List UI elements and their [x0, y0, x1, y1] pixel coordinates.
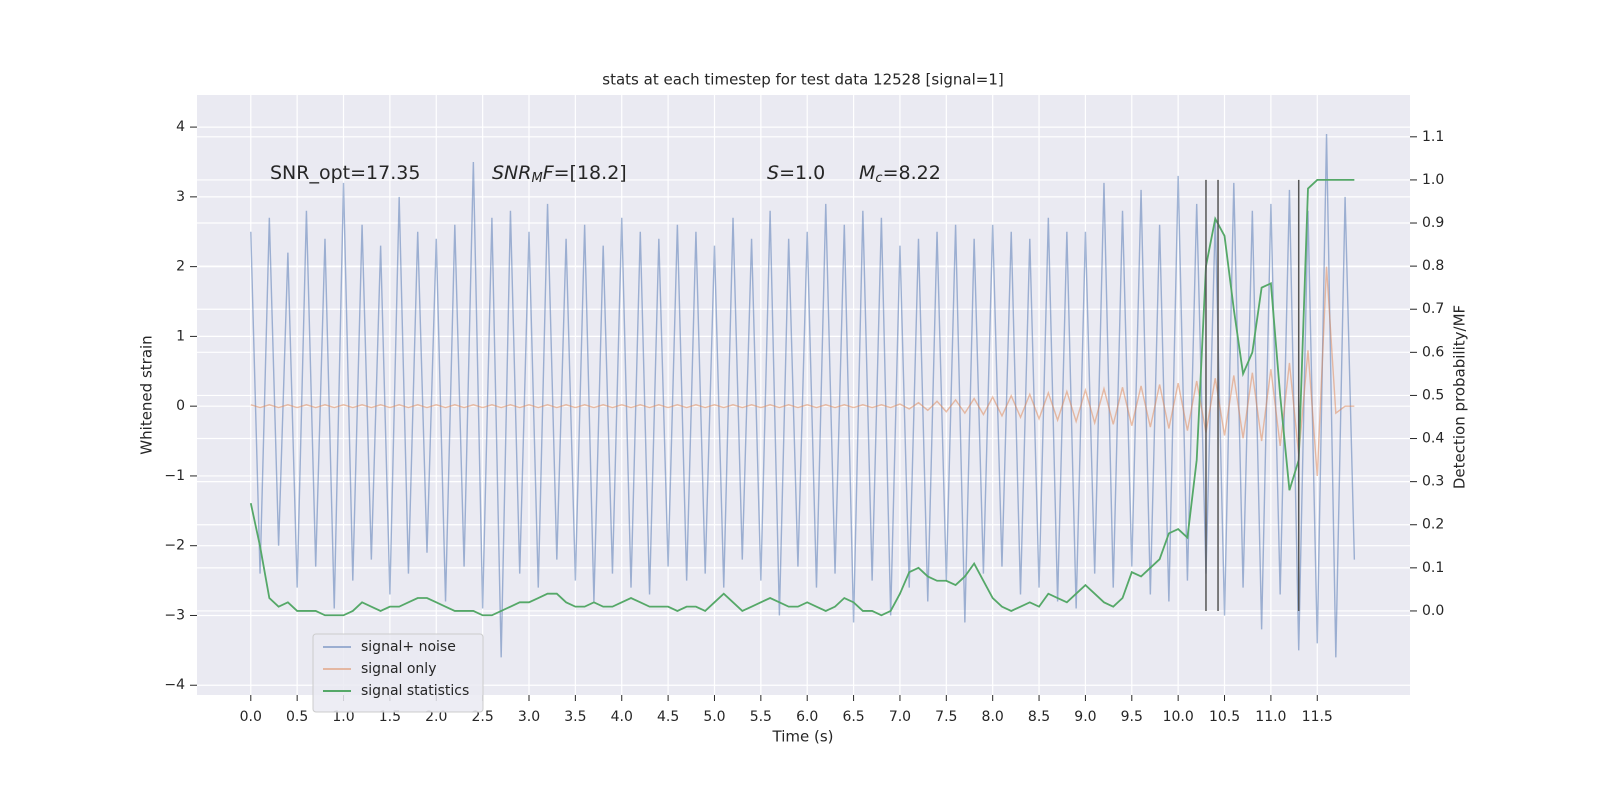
y-axis-label: Whitened strain [138, 335, 156, 454]
y2-tick-label: 0.7 [1422, 301, 1444, 317]
y2-tick-label: 0.6 [1422, 344, 1444, 360]
legend-label: signal statistics [361, 683, 469, 699]
x-tick-label: 11.5 [1302, 709, 1333, 725]
x-tick-label: 0.0 [240, 709, 262, 725]
y2-tick-label: 0.5 [1422, 387, 1444, 403]
annotation-part: M [859, 162, 875, 184]
annotation-part: SNR [492, 162, 531, 184]
y2-tick-label: 0.4 [1422, 431, 1444, 447]
x-tick-label: 2.0 [425, 709, 447, 725]
y-tick-label: −3 [164, 607, 185, 623]
annotation: Mc=8.22 [859, 162, 941, 186]
x-tick-label: 1.0 [332, 709, 354, 725]
y-tick-label: 4 [176, 119, 185, 135]
y2-tick-label: 0.2 [1422, 517, 1444, 533]
annotation-part: S [767, 162, 779, 184]
x-tick-label: 7.5 [935, 709, 957, 725]
x-tick-label: 6.0 [796, 709, 818, 725]
x-tick-label: 7.0 [889, 709, 911, 725]
annotation-part: SNR_opt=17.35 [270, 162, 420, 184]
y-tick-label: −1 [164, 468, 185, 484]
x-tick-label: 1.5 [379, 709, 401, 725]
x-tick-label: 8.5 [1028, 709, 1050, 725]
annotation-part: =8.22 [883, 162, 941, 184]
y-tick-label: −2 [164, 538, 185, 554]
annotation: SNR_opt=17.35 [270, 162, 420, 184]
x-tick-label: 9.5 [1121, 709, 1143, 725]
x-tick-label: 9.0 [1074, 709, 1096, 725]
x-tick-label: 3.5 [564, 709, 586, 725]
y-tick-label: −4 [164, 677, 185, 693]
x-axis-label: Time (s) [772, 728, 834, 746]
legend-box [312, 633, 484, 713]
x-tick-label: 4.0 [611, 709, 633, 725]
x-tick-label: 11.0 [1255, 709, 1286, 725]
series-line [250, 266, 1355, 476]
annotation: SNRMF=[18.2] [492, 162, 627, 186]
legend-label: signal only [361, 661, 436, 677]
y2-tick-label: 1.1 [1422, 129, 1444, 145]
legend-label: signal+ noise [361, 639, 456, 655]
y2-tick-label: 0.9 [1422, 215, 1444, 231]
legend: signal+ noise signal only signal statistic… [312, 633, 484, 713]
x-tick-label: 4.5 [657, 709, 679, 725]
x-tick-label: 2.5 [471, 709, 493, 725]
annotation-part: F [543, 162, 555, 184]
annotation-part: =1.0 [779, 162, 825, 184]
annotation-part: c [875, 171, 882, 186]
y-tick-label: 0 [176, 398, 185, 414]
x-tick-label: 0.5 [286, 709, 308, 725]
x-tick-label: 8.0 [982, 709, 1004, 725]
y-tick-label: 2 [176, 259, 185, 275]
annotation: S=1.0 [767, 162, 825, 184]
axes: 0.0 0.5 1.0 1.5 2.0 2.5 3.0 3.5 4.0 4.5 5.0 5.5 6.0 6… [164, 119, 1444, 725]
y2-tick-label: 1.0 [1422, 172, 1444, 188]
annotation-part: =[18.2] [554, 162, 627, 184]
y2-tick-label: 0.3 [1422, 474, 1444, 490]
x-tick-label: 10.0 [1163, 709, 1194, 725]
y2-tick-label: 0.0 [1422, 603, 1444, 619]
x-tick-label: 3.0 [518, 709, 540, 725]
x-tick-label: 10.5 [1209, 709, 1240, 725]
series-line [249, 179, 1355, 617]
y2-tick-label: 0.1 [1422, 560, 1444, 576]
plot [249, 134, 1356, 658]
series-line [250, 134, 1356, 658]
annotation-part: M [531, 171, 542, 186]
chart-title: stats at each timestep for test data 125… [602, 71, 1003, 89]
x-tick-label: 5.5 [750, 709, 772, 725]
x-tick-label: 5.0 [703, 709, 725, 725]
y2-axis-label: Detection probability/MF [1451, 305, 1469, 489]
y2-tick-label: 0.8 [1422, 258, 1444, 274]
x-tick-label: 6.5 [842, 709, 864, 725]
y-tick-label: 1 [176, 328, 185, 344]
y-tick-label: 3 [176, 189, 185, 205]
